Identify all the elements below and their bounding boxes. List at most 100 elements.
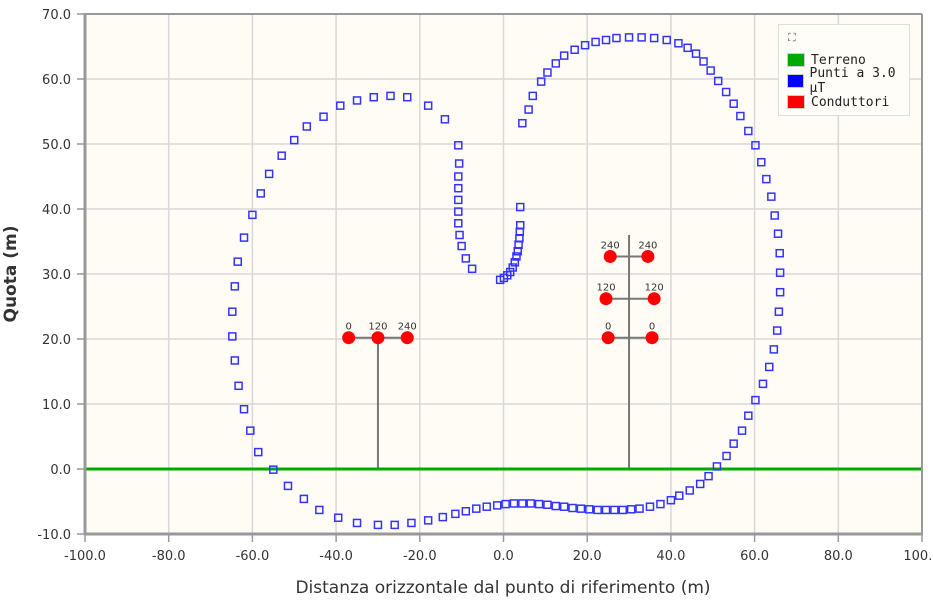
- field-point: [713, 76, 723, 86]
- x-axis-ticks: -100.0 -80.0 -60.0 -40.0 -20.0 0.0 20.0 40.0 60.…: [64, 534, 933, 564]
- field-point: [254, 447, 263, 457]
- field-point: [610, 505, 619, 515]
- conductor-point: [371, 331, 385, 345]
- y-axis-ticks: -10.0 0.0 10.0 20.0 30.0 40.0 50.0 60.0 70.0: [37, 8, 85, 543]
- field-point: [283, 481, 293, 491]
- field-point: [722, 451, 731, 461]
- field-point: [239, 233, 249, 242]
- field-point: [764, 362, 774, 372]
- field-point: [568, 503, 577, 513]
- legend-item-conduttori[interactable]: Conduttori: [787, 94, 889, 110]
- field-point: [775, 268, 785, 277]
- field-point: [423, 101, 433, 110]
- conductor-point: [603, 249, 617, 263]
- field-point: [624, 33, 634, 42]
- field-point: [559, 51, 569, 60]
- legend-swatch-punti: [787, 74, 804, 88]
- field-point: [536, 77, 546, 86]
- conductor-phase-label: 240: [601, 240, 620, 251]
- field-point: [508, 263, 517, 272]
- field-point: [290, 135, 299, 145]
- field-point: [455, 230, 464, 240]
- field-point: [775, 287, 785, 297]
- field-point: [333, 513, 343, 522]
- field-point: [580, 40, 590, 50]
- field-point: [423, 516, 433, 525]
- field-point: [319, 112, 328, 121]
- field-point: [454, 159, 464, 168]
- field-point: [302, 122, 312, 131]
- field-point: [336, 101, 345, 110]
- field-point: [239, 404, 249, 414]
- field-point: [591, 37, 600, 47]
- field-point: [674, 39, 683, 48]
- x-tick-label: 60.0: [740, 549, 769, 564]
- field-point: [645, 502, 655, 511]
- y-tick-label: 10.0: [42, 398, 71, 413]
- field-point: [675, 491, 684, 500]
- field-point: [649, 33, 659, 43]
- field-point: [585, 505, 594, 514]
- field-point: [451, 509, 460, 519]
- field-point: [524, 105, 533, 114]
- field-point: [543, 500, 552, 509]
- legend-swatch-terreno: [787, 53, 805, 67]
- expand-icon[interactable]: ⛶: [788, 31, 796, 44]
- y-tick-label: 30.0: [42, 268, 71, 283]
- field-point: [757, 157, 766, 167]
- field-point: [277, 151, 286, 160]
- field-point: [770, 211, 779, 220]
- field-point: [744, 126, 753, 136]
- conductor-phase-label: 120: [596, 283, 615, 294]
- field-point: [467, 264, 477, 274]
- field-point: [662, 35, 671, 45]
- x-tick-label: 0.0: [493, 549, 514, 564]
- field-point: [407, 518, 416, 528]
- field-point: [683, 43, 692, 53]
- conductor-point: [599, 292, 613, 306]
- field-point: [706, 66, 715, 75]
- field-point: [751, 395, 760, 405]
- field-point: [551, 59, 561, 68]
- field-point: [666, 495, 676, 505]
- y-tick-label: 40.0: [42, 203, 71, 218]
- x-tick-label: -80.0: [152, 549, 186, 564]
- field-point: [712, 462, 722, 471]
- field-point: [729, 439, 738, 448]
- field-point: [559, 502, 569, 511]
- field-point: [352, 96, 362, 105]
- field-point: [264, 169, 274, 179]
- x-tick-label: -40.0: [319, 549, 353, 564]
- x-tick-label: 40.0: [656, 549, 685, 564]
- field-point: [457, 241, 466, 251]
- field-point: [402, 92, 412, 102]
- field-point: [518, 499, 527, 508]
- x-tick-label: -20.0: [403, 549, 437, 564]
- field-point: [492, 501, 502, 510]
- field-point: [482, 502, 492, 511]
- field-point: [390, 520, 399, 530]
- field-point: [773, 229, 783, 238]
- conductor-phase-label: 0: [605, 322, 611, 333]
- field-point: [593, 505, 602, 515]
- field-point: [472, 504, 481, 513]
- legend-item-punti[interactable]: Punti a 3.0 μT: [787, 66, 909, 96]
- y-tick-label: 20.0: [42, 333, 71, 348]
- x-tick-label: 100.0: [903, 549, 933, 564]
- field-point: [775, 248, 784, 258]
- x-tick-label: -100.0: [64, 549, 106, 564]
- field-point: [774, 307, 784, 316]
- y-tick-label: -10.0: [37, 528, 71, 543]
- legend-item-terreno[interactable]: Terreno: [787, 52, 866, 68]
- y-tick-label: 60.0: [42, 73, 71, 88]
- field-point: [513, 247, 522, 256]
- field-point: [454, 183, 463, 193]
- field-point: [637, 33, 646, 42]
- field-point: [772, 326, 782, 335]
- field-point: [601, 35, 611, 45]
- field-point: [551, 501, 561, 511]
- conductor-point: [645, 331, 659, 345]
- field-point: [454, 195, 463, 205]
- field-point: [744, 411, 753, 420]
- x-tick-label: -60.0: [236, 549, 270, 564]
